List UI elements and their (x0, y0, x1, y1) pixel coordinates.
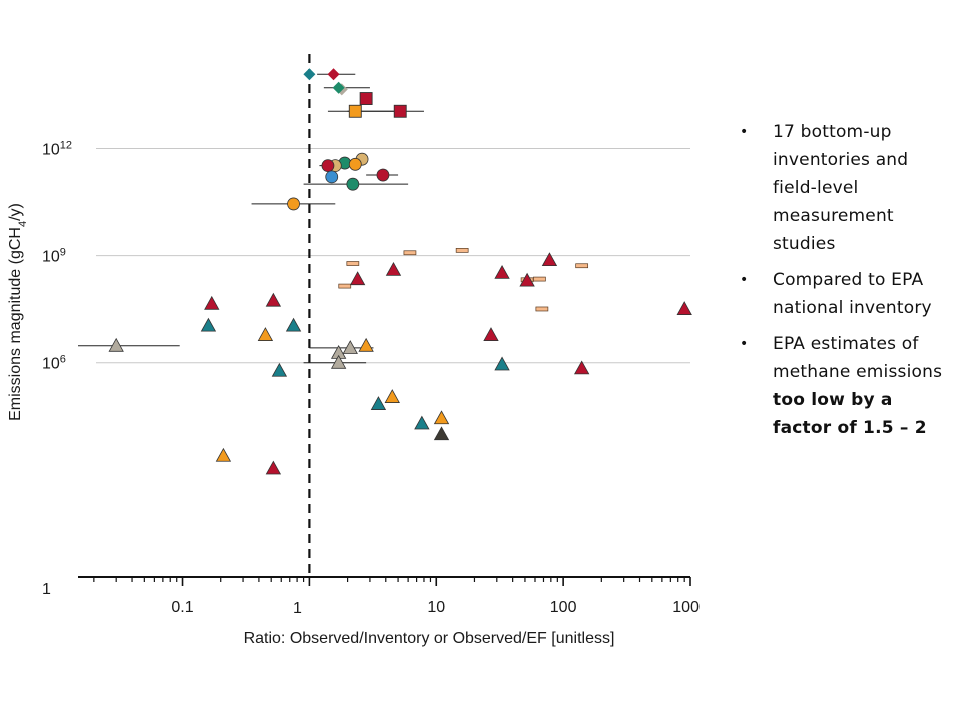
y-tick-exponent: 9 (60, 247, 66, 259)
bullet-item: • 17 bottom-up inventories and field-lev… (740, 118, 945, 258)
bullet-emphasis: too low by a factor of 1.5 – 2 (773, 390, 927, 438)
triangle-marker (433, 426, 450, 441)
bar-marker (535, 306, 549, 312)
triangle-marker (433, 410, 450, 425)
triangle-marker (519, 272, 535, 287)
bar-marker (575, 263, 589, 269)
axes (78, 576, 691, 586)
bullet-marker: • (740, 336, 749, 352)
triangle-marker (215, 447, 232, 462)
x-tick-label: 10 (427, 599, 445, 616)
bar-marker (403, 250, 417, 256)
gridlines (96, 147, 690, 364)
data-points (108, 68, 692, 475)
triangle-marker (285, 317, 302, 332)
triangle-marker (676, 301, 692, 315)
y-axis-label: Emissions magnitude (gCH4/y) (7, 203, 29, 421)
triangle-marker (108, 337, 124, 352)
y-tick-label: 109 (42, 247, 66, 266)
bullet-item: • EPA estimates of methane emissions too… (740, 330, 945, 442)
bullet-item: • Compared to EPA national inventory (740, 266, 945, 322)
bar-marker (533, 276, 546, 282)
bar-marker (346, 261, 360, 266)
y-tick-label: 1012 (42, 139, 72, 158)
square-marker (393, 104, 407, 118)
diamond-marker (332, 81, 345, 94)
y-axis-label-main: Emissions magnitude (gCH (7, 227, 24, 421)
scatter-chart: 0.1110100100011061091012 Ratio: Observed… (7, 54, 700, 647)
triangle-marker (265, 460, 282, 475)
circle-marker (325, 170, 339, 184)
triangle-marker (483, 327, 499, 341)
y-tick-label: 106 (42, 354, 66, 373)
x-tick-label: 100 (550, 599, 577, 616)
triangle-marker (349, 271, 366, 286)
triangle-marker (342, 340, 358, 354)
circle-marker (376, 168, 390, 182)
bullet-text: EPA estimates of methane emissions (773, 334, 943, 382)
y-tick-base: 10 (42, 249, 60, 266)
square-marker (359, 92, 373, 105)
circle-marker (348, 157, 362, 171)
triangle-marker (204, 295, 220, 310)
triangle-marker (414, 415, 430, 430)
triangle-marker (200, 317, 217, 332)
tick-labels: 0.1110100100011061091012 (42, 139, 700, 617)
triangle-marker (494, 356, 510, 371)
diamond-marker (303, 68, 316, 81)
y-axis-label-tail: /y) (7, 203, 24, 221)
triangle-marker (330, 354, 347, 369)
bullet-list: • 17 bottom-up inventories and field-lev… (740, 118, 945, 450)
circle-marker (321, 159, 335, 173)
triangle-marker (541, 252, 558, 267)
triangle-marker (384, 389, 400, 403)
triangle-marker (257, 327, 274, 341)
error-bars (78, 73, 424, 364)
x-tick-label: 0.1 (171, 599, 193, 616)
bar-marker (455, 248, 469, 253)
triangle-marker (265, 292, 282, 307)
bullet-marker: • (740, 272, 749, 288)
y-tick-label: 1 (42, 581, 51, 598)
triangle-marker (370, 396, 387, 410)
triangle-marker (358, 337, 374, 352)
y-tick-base: 10 (42, 141, 60, 158)
bar-marker (338, 283, 352, 289)
bullet-text: Compared to EPA national inventory (773, 270, 932, 318)
y-tick-exponent: 6 (60, 354, 66, 366)
x-tick-label: 1 (293, 600, 302, 617)
triangle-marker (385, 261, 402, 276)
x-axis-label: Ratio: Observed/Inventory or Observed/EF… (244, 630, 615, 647)
bullet-text: 17 bottom-up inventories and field-level… (773, 122, 909, 254)
triangle-marker (271, 362, 288, 377)
y-tick-base: 1 (42, 581, 51, 598)
x-tick-label: 1000 (672, 599, 700, 616)
y-tick-base: 10 (42, 356, 60, 373)
circle-marker (346, 177, 360, 191)
square-marker (348, 104, 362, 118)
y-tick-exponent: 12 (60, 139, 72, 151)
bullet-marker: • (740, 124, 749, 140)
triangle-marker (573, 360, 590, 375)
circle-marker (287, 197, 300, 211)
y-axis-label-sub: 4 (17, 221, 29, 227)
triangle-marker (494, 264, 510, 279)
diamond-marker (327, 68, 340, 81)
